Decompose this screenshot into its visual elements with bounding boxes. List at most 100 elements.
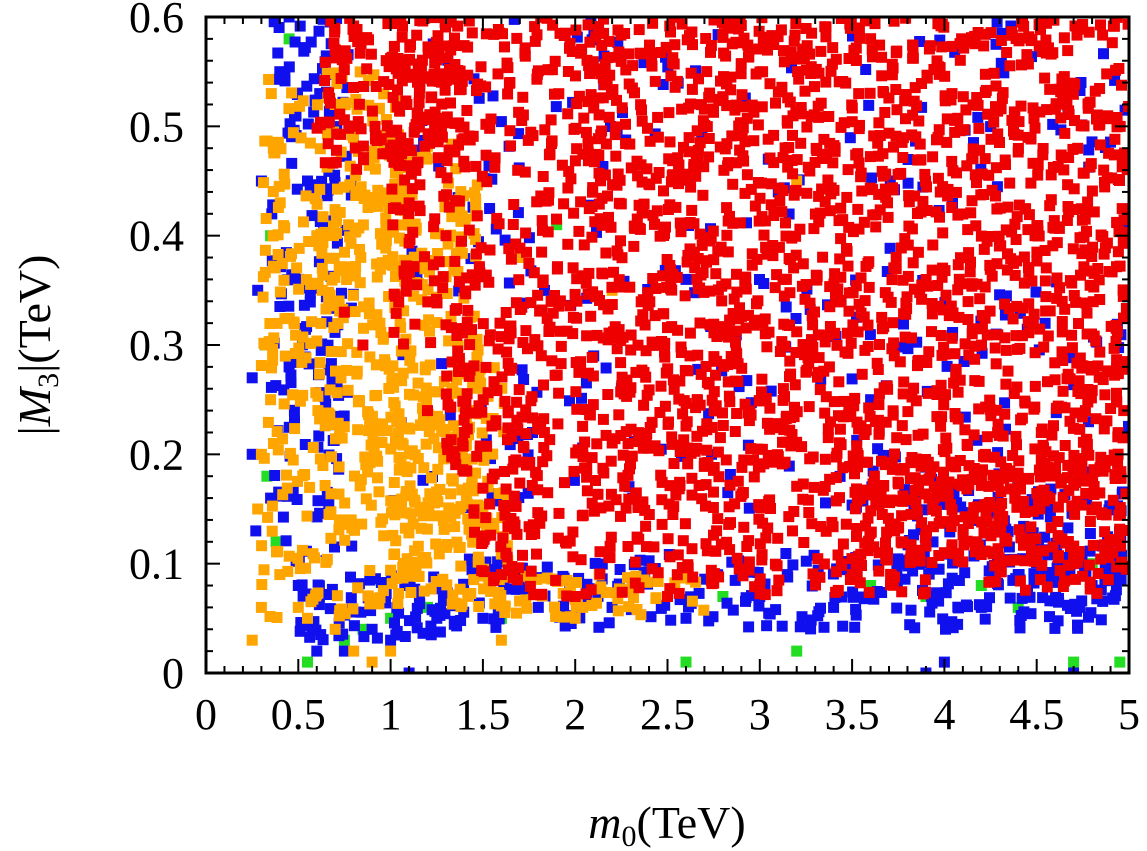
scatter-point-red: [411, 279, 423, 291]
scatter-point-orange: [443, 335, 455, 347]
scatter-point-red: [1068, 449, 1080, 461]
scatter-point-red: [331, 144, 342, 156]
scatter-point-red: [440, 388, 452, 400]
scatter-point-red: [1112, 368, 1124, 380]
scatter-point-red: [620, 138, 632, 149]
scatter-point-red: [429, 123, 441, 135]
scatter-point-red: [672, 324, 684, 336]
scatter-point-blue: [976, 347, 988, 359]
scatter-point-red: [475, 80, 487, 92]
scatter-point-red: [1017, 302, 1029, 314]
scatter-point-orange: [403, 215, 415, 227]
scatter-point-red: [461, 105, 473, 116]
scatter-point-red: [488, 28, 500, 40]
scatter-point-red: [812, 366, 824, 378]
scatter-point-orange: [409, 545, 421, 557]
scatter-point-red: [995, 456, 1007, 468]
scatter-point-red: [743, 415, 755, 427]
scatter-point-red: [1066, 277, 1078, 289]
scatter-point-red: [858, 216, 870, 228]
scatter-point-red: [531, 196, 543, 208]
scatter-point-blue: [968, 137, 979, 149]
scatter-point-red: [754, 192, 766, 204]
scatter-point-red: [441, 172, 453, 184]
scatter-point-red: [497, 532, 509, 544]
scatter-point-orange: [393, 95, 405, 107]
scatter-point-red: [659, 351, 671, 363]
scatter-point-red: [392, 84, 403, 96]
scatter-point-orange: [295, 132, 307, 144]
scatter-point-red: [532, 340, 544, 352]
scatter-point-blue: [902, 177, 914, 189]
scatter-point-red: [936, 349, 948, 361]
scatter-point-orange: [635, 609, 647, 621]
scatter-point-orange: [377, 418, 389, 430]
scatter-point-red: [641, 428, 653, 439]
scatter-point-blue: [274, 301, 286, 312]
scatter-point-orange: [347, 289, 359, 301]
scatter-point-red: [568, 465, 580, 477]
scatter-point-blue: [571, 31, 583, 43]
scatter-point-red: [480, 149, 492, 161]
scatter-point-blue: [340, 224, 352, 236]
scatter-point-red: [1033, 497, 1044, 509]
scatter-point-red: [1069, 407, 1081, 419]
scatter-point-red: [907, 45, 919, 56]
scatter-point-blue: [315, 344, 327, 356]
scatter-point-red: [904, 473, 916, 484]
scatter-point-orange: [266, 500, 278, 512]
scatter-point-red: [843, 305, 855, 317]
scatter-point-red: [394, 204, 406, 216]
scatter-point-red: [1070, 296, 1082, 308]
scatter-point-red: [1078, 231, 1090, 243]
scatter-point-red: [532, 423, 544, 434]
scatter-point-blue: [306, 210, 318, 222]
scatter-point-red: [571, 403, 583, 415]
scatter-point-blue: [612, 36, 624, 48]
scatter-point-orange: [260, 213, 272, 224]
scatter-point-red: [736, 89, 748, 101]
scatter-point-red: [1092, 360, 1104, 372]
scatter-point-blue: [923, 568, 935, 580]
scatter-point-red: [1059, 127, 1071, 139]
scatter-point-orange: [422, 284, 434, 295]
scatter-point-red: [954, 374, 966, 386]
scatter-point-red: [760, 532, 772, 544]
scatter-point-red: [393, 158, 404, 170]
scatter-point-red: [999, 332, 1011, 344]
scatter-point-red: [633, 199, 645, 211]
scatter-point-red: [936, 271, 948, 283]
scatter-point-red: [523, 257, 535, 269]
scatter-point-blue: [288, 404, 300, 416]
scatter-point-red: [444, 64, 455, 75]
scatter-point-red: [845, 337, 857, 349]
scatter-point-orange: [304, 137, 316, 149]
scatter-point-red: [825, 416, 836, 428]
scatter-point-red: [767, 250, 779, 262]
scatter-point-red: [1093, 371, 1105, 383]
scatter-point-red: [1039, 245, 1051, 256]
scatter-point-red: [743, 535, 755, 547]
scatter-point-red: [779, 391, 790, 403]
scatter-point-red: [1061, 99, 1073, 111]
scatter-point-red: [801, 64, 812, 76]
scatter-point-red: [843, 53, 855, 64]
scatter-point-red: [756, 554, 768, 566]
scatter-point-blue: [338, 410, 350, 422]
scatter-point-red: [562, 66, 574, 77]
scatter-point-red: [994, 137, 1005, 148]
scatter-point-red: [408, 261, 420, 273]
scatter-point-blue: [837, 620, 849, 632]
scatter-point-red: [778, 290, 790, 302]
scatter-point-blue: [920, 557, 932, 569]
scatter-point-orange: [305, 596, 317, 608]
scatter-point-red: [641, 163, 653, 175]
scatter-point-red: [464, 364, 476, 376]
scatter-point-red: [603, 500, 615, 512]
scatter-point-red: [1048, 420, 1059, 432]
scatter-point-red: [514, 242, 526, 254]
scatter-point-red: [649, 75, 661, 87]
scatter-point-orange: [470, 517, 482, 529]
scatter-point-red: [684, 243, 696, 255]
scatter-point-red: [752, 443, 764, 455]
